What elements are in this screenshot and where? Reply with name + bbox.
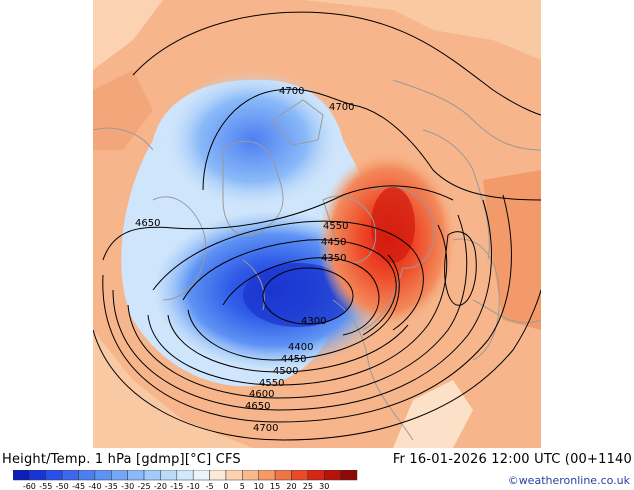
contour-label: 4350 (321, 253, 346, 264)
color-legend-swatch (340, 470, 358, 481)
contour-4600 (112, 199, 492, 411)
contour-4350 (222, 257, 380, 336)
color-legend-swatch (160, 470, 178, 481)
color-legend-swatch (192, 470, 210, 481)
color-legend-swatch (45, 470, 63, 481)
color-legend-tick-label: -5 (206, 482, 214, 490)
height-contours (93, 11, 541, 441)
color-legend-swatch (61, 470, 79, 481)
orange-region (93, 70, 153, 150)
valid-time: Fr 16-01-2026 12:00 UTC (00+1140 (392, 452, 632, 467)
footer (0, 448, 634, 490)
color-legend-swatch (78, 470, 96, 481)
color-legend-swatch (111, 470, 128, 481)
credit-link[interactable]: ©weatheronline.co.uk (507, 474, 630, 487)
orange-region (483, 170, 541, 330)
contour-label: 4650 (245, 401, 270, 412)
color-legend-tick-label: -40 (88, 482, 101, 490)
contour-label: 4700 (279, 86, 304, 97)
color-legend-tick-label: 10 (254, 482, 264, 490)
color-legend-tick-label: 25 (303, 482, 313, 490)
color-legend-swatch (13, 470, 30, 481)
pale-region (393, 380, 473, 448)
contour-label: 4700 (329, 102, 354, 113)
contour-4550 (152, 220, 424, 331)
weather-map: 4700 4700 4650 4550 4450 4350 4300 4400 … (93, 0, 541, 448)
color-legend-tick-label: 5 (240, 482, 245, 490)
contour-label: 4450 (281, 354, 306, 365)
color-legend-swatch (307, 470, 325, 481)
contour-4300 (262, 267, 354, 325)
color-legend-swatch (127, 470, 145, 481)
coastlines (93, 79, 541, 441)
contour-label: 4600 (249, 389, 274, 400)
contour-4650-b (102, 194, 512, 423)
contour-4700-outer (132, 11, 541, 116)
color-legend-swatch (176, 470, 194, 481)
color-legend-tick-label: 15 (270, 482, 280, 490)
contour-4700-inner (202, 88, 541, 201)
color-legend-tick-label: -20 (154, 482, 167, 490)
color-legend-tick-label: -15 (170, 482, 183, 490)
color-legend-swatch (29, 470, 47, 481)
contour-labels: 4700 4700 4650 4550 4450 4350 4300 4400 … (135, 86, 354, 434)
color-legend-tick-label: 30 (319, 482, 329, 490)
light-warm-region (303, 0, 541, 60)
color-legend-swatch (94, 470, 112, 481)
map-title: Height/Temp. 1 hPa [gdmp][°C] CFS (2, 452, 241, 467)
color-legend-swatch (274, 470, 292, 481)
color-legend-swatch (143, 470, 161, 481)
contour-label: 4500 (273, 366, 298, 377)
contour-label: 4300 (301, 316, 326, 327)
color-legend: -60 -55 -50 -45 -40 -35 -30 -25 -20 -15 -10 -5 0 5 10 1… (13, 470, 358, 490)
color-legend-tick-label: -55 (39, 482, 52, 490)
cold-high-center (163, 70, 343, 210)
color-legend-tick-label: 0 (223, 482, 228, 490)
contour-label: 4550 (259, 378, 284, 389)
color-legend-swatches (13, 470, 358, 481)
contour-4650 (102, 185, 454, 261)
color-legend-swatch (209, 470, 227, 481)
color-legend-swatch (291, 470, 309, 481)
color-legend-swatch (323, 470, 341, 481)
color-legend-labels: -60 -55 -50 -45 -40 -35 -30 -25 -20 -15 -10 -5 0 5 10 1… (23, 482, 329, 490)
pale-region (93, 0, 163, 70)
contour-4400 (187, 254, 400, 361)
color-legend-tick-label: -30 (121, 482, 134, 490)
contour-label: 4550 (323, 221, 348, 232)
color-legend-tick-label: -50 (56, 482, 69, 490)
contour-4450 (182, 239, 397, 336)
color-legend-swatch (258, 470, 276, 481)
color-legend-swatch (225, 470, 243, 481)
contour-label: 4700 (253, 423, 278, 434)
color-legend-tick-label: -60 (23, 482, 36, 490)
color-legend-tick-label: -35 (105, 482, 118, 490)
contour-east-loop (444, 231, 477, 306)
color-legend-tick-label: -45 (72, 482, 85, 490)
contour-4550-b (127, 214, 468, 399)
color-legend-tick-label: -25 (138, 482, 151, 490)
contour-4500 (147, 224, 448, 386)
contour-4700-b (93, 289, 541, 441)
contour-label: 4650 (135, 218, 160, 229)
contour-label: 4450 (321, 237, 346, 248)
color-legend-swatch (242, 470, 259, 481)
contour-label: 4400 (288, 342, 313, 353)
warm-core-inner (371, 187, 415, 263)
light-warm-region (93, 330, 253, 448)
color-legend-tick-label: 20 (286, 482, 296, 490)
color-legend-tick-label: -10 (187, 482, 200, 490)
contour-4450-b (167, 314, 409, 373)
